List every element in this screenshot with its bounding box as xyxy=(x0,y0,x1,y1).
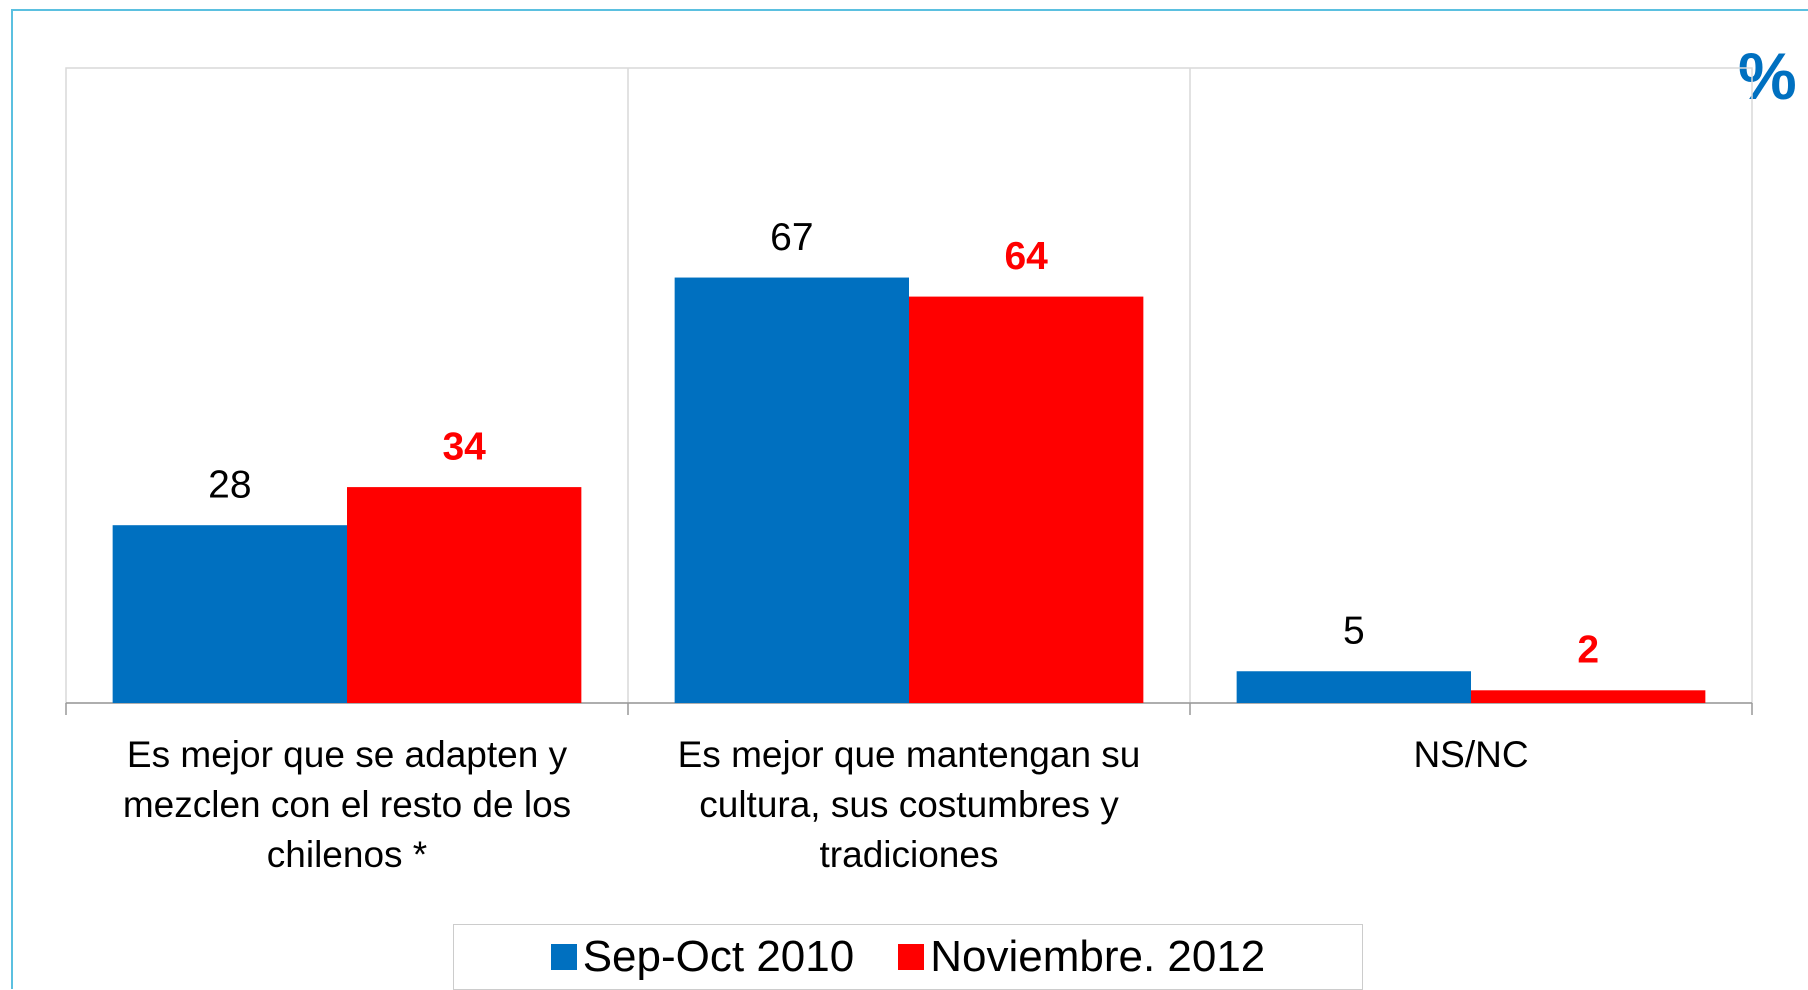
unit-label: % xyxy=(1738,39,1797,113)
legend-item: Noviembre. 2012 xyxy=(898,932,1265,982)
data-label: 5 xyxy=(1343,610,1365,653)
legend-item: Sep-Oct 2010 xyxy=(550,932,855,982)
x-tick-label: Es mejor que mantengan su cultura, sus c… xyxy=(677,734,1141,875)
legend-swatch xyxy=(550,944,577,970)
bar xyxy=(674,277,909,703)
bar xyxy=(347,487,582,703)
data-label: 34 xyxy=(442,425,486,468)
bar xyxy=(112,525,348,703)
frame xyxy=(11,9,1808,989)
x-tick-label: Es mejor que se adapten y mezclen con el… xyxy=(122,734,572,875)
bar xyxy=(909,296,1144,703)
data-label: 64 xyxy=(1004,235,1048,278)
legend-label: Noviembre. 2012 xyxy=(930,932,1266,981)
data-label: 2 xyxy=(1577,629,1599,672)
legend-label: Sep-Oct 2010 xyxy=(582,932,855,981)
bar xyxy=(1471,690,1706,703)
data-label: 67 xyxy=(770,216,813,259)
legend: Sep-Oct 2010 Noviembre. 2012 xyxy=(453,924,1363,990)
legend-swatch xyxy=(898,944,925,970)
bar xyxy=(1236,671,1471,703)
x-tick-label: NS/NC xyxy=(1413,734,1529,775)
data-label: 28 xyxy=(208,463,251,506)
